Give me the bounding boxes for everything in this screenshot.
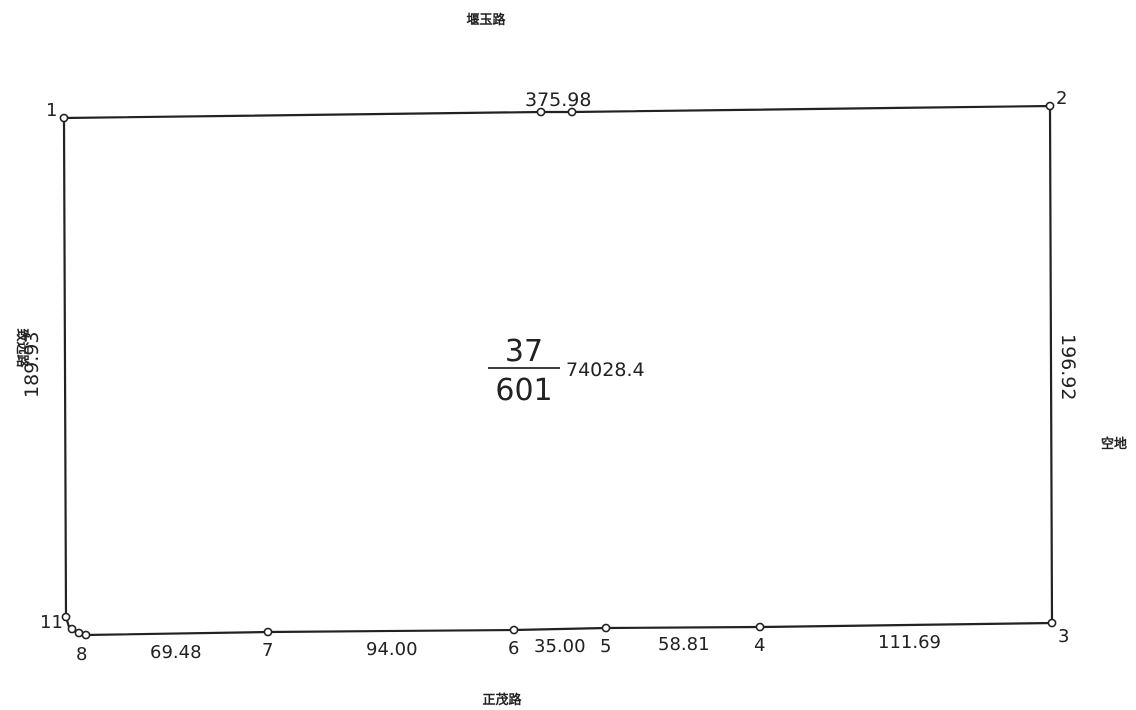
vertex-label-5: 5 — [600, 636, 611, 657]
road-label-south: 正茂路 — [482, 692, 522, 708]
boundary-point-2 — [1045, 101, 1055, 111]
parcel-lot-number: 601 — [495, 373, 552, 408]
edge-length-north: 375.98 — [525, 89, 591, 111]
boundary-line — [62, 104, 1054, 637]
boundary-point-9 — [74, 628, 84, 638]
boundary-point-7 — [263, 627, 273, 637]
boundary-point-3 — [1047, 618, 1057, 628]
boundary-point-6 — [509, 625, 519, 635]
vertex-label-11: 11 — [40, 612, 63, 633]
boundary-point-11 — [61, 612, 71, 622]
road-label-east: 空地 — [1101, 436, 1127, 452]
road-labels: 堰玉路 正茂路 空地 致远路 — [14, 12, 1127, 708]
boundary-point-1 — [59, 113, 69, 123]
edge-length-east: 196.92 — [1057, 334, 1079, 400]
boundary-point-4 — [755, 622, 765, 632]
parcel-boundary — [62, 104, 1054, 637]
vertex-label-7: 7 — [262, 640, 273, 661]
parcel-label: 37 601 74028.4 — [488, 334, 645, 408]
edge-length-west: 189.93 — [21, 332, 43, 398]
edge-length-s-7-8: 69.48 — [150, 642, 202, 663]
edge-length-s-3-4: 111.69 — [878, 632, 941, 653]
road-label-west: 致远路 — [14, 328, 30, 368]
vertex-labels: 1 2 3 4 5 6 7 8 11 — [40, 88, 1069, 665]
boundary-point-north-a — [536, 107, 546, 117]
boundary-point-north-b — [567, 107, 577, 117]
boundary-point-5 — [601, 623, 611, 633]
edge-length-s-6-7: 94.00 — [366, 639, 418, 660]
edge-length-s-5-6: 35.00 — [534, 636, 586, 657]
edge-length-labels: 375.98 111.69 58.81 35.00 94.00 69.48 19… — [21, 89, 1079, 663]
parcel-block-number: 37 — [505, 334, 543, 369]
edge-length-s-4-5: 58.81 — [658, 634, 710, 655]
vertex-label-3: 3 — [1058, 626, 1069, 647]
vertex-label-1: 1 — [46, 100, 57, 121]
boundary-point-8 — [81, 630, 91, 640]
road-label-north: 堰玉路 — [466, 12, 506, 28]
vertex-label-8: 8 — [76, 644, 87, 665]
boundary-points — [59, 101, 1057, 640]
vertex-label-2: 2 — [1056, 88, 1067, 109]
vertex-label-6: 6 — [508, 638, 519, 659]
boundary-point-10 — [67, 624, 77, 634]
parcel-area: 74028.4 — [566, 359, 645, 381]
vertex-label-4: 4 — [754, 635, 765, 656]
